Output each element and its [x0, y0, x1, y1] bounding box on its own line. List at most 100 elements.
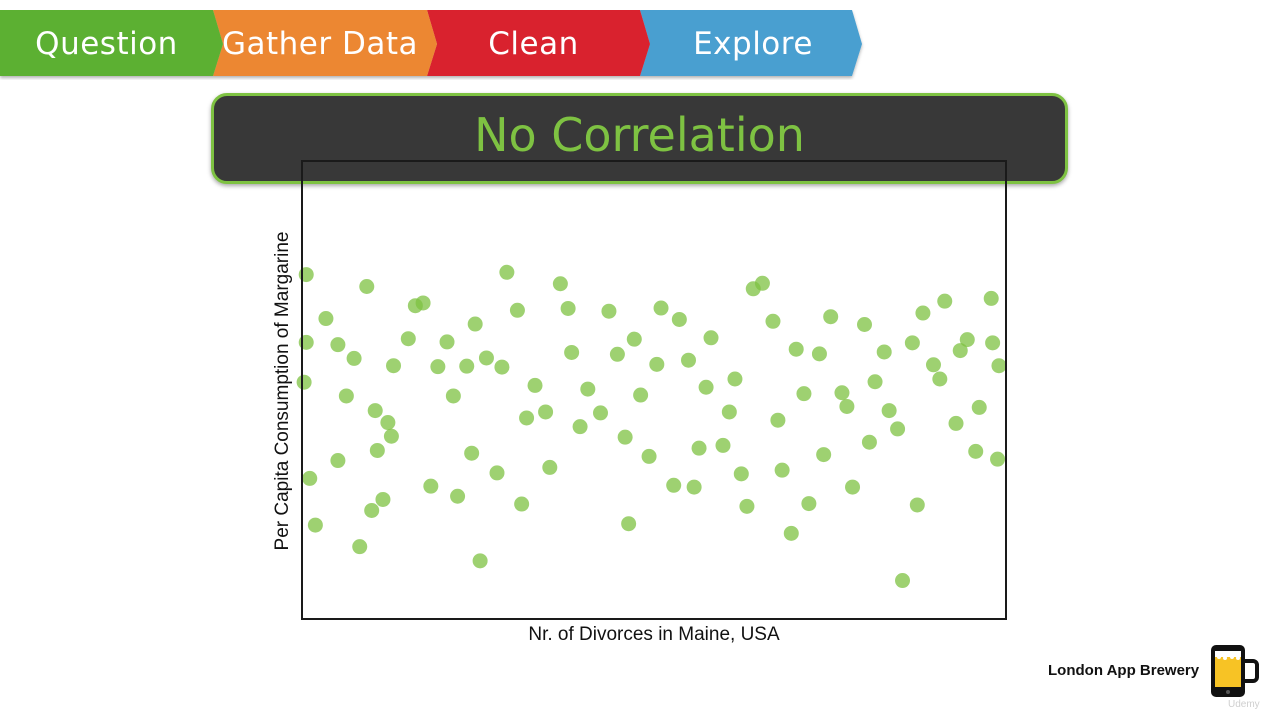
data-point-70 — [338, 388, 354, 404]
data-point-53 — [834, 385, 850, 401]
data-point-90 — [733, 466, 749, 482]
data-point-23 — [478, 350, 494, 366]
phone-beer-mug-icon — [1211, 645, 1259, 697]
data-point-75 — [445, 388, 461, 404]
udemy-watermark: Udemy — [1228, 699, 1260, 710]
data-point-81 — [572, 419, 588, 435]
brand-name: London App Brewery — [1048, 662, 1200, 679]
data-point-14 — [386, 358, 402, 374]
data-point-9 — [364, 502, 380, 518]
data-point-100 — [909, 497, 925, 513]
data-point-104 — [985, 335, 1001, 351]
data-point-44 — [727, 371, 743, 387]
data-point-20 — [459, 358, 475, 374]
data-point-76 — [464, 445, 480, 461]
data-point-91 — [745, 281, 761, 297]
data-point-52 — [823, 309, 839, 325]
data-point-4 — [307, 517, 323, 533]
data-point-79 — [538, 404, 554, 420]
data-point-6 — [330, 453, 346, 469]
data-point-11 — [369, 442, 385, 458]
data-point-99 — [890, 421, 906, 437]
data-point-24 — [489, 465, 505, 481]
step-question: Question — [35, 26, 178, 62]
data-point-13 — [380, 415, 396, 431]
step-explore: Explore — [693, 26, 813, 62]
data-point-32 — [580, 381, 596, 397]
data-point-88 — [698, 379, 714, 395]
data-point-27 — [519, 410, 535, 426]
data-point-56 — [867, 374, 883, 390]
data-point-101 — [932, 371, 948, 387]
data-point-7 — [346, 350, 362, 366]
step-clean: Clean — [488, 26, 579, 62]
data-point-19 — [450, 488, 466, 504]
data-point-42 — [703, 330, 719, 346]
data-point-61 — [925, 357, 941, 373]
data-point-71 — [359, 278, 375, 294]
data-point-3 — [302, 470, 318, 486]
data-point-77 — [494, 359, 510, 375]
data-point-97 — [861, 434, 877, 450]
data-point-38 — [653, 300, 669, 316]
data-point-89 — [721, 404, 737, 420]
data-point-55 — [856, 317, 872, 333]
data-point-72 — [383, 428, 399, 444]
points-layer — [296, 264, 1007, 589]
data-point-84 — [633, 387, 649, 403]
data-point-2 — [296, 374, 312, 390]
data-point-8 — [352, 539, 368, 555]
process-banner-shapes — [0, 10, 862, 76]
data-point-60 — [915, 305, 931, 321]
data-point-22 — [472, 553, 488, 569]
data-point-37 — [641, 448, 657, 464]
data-point-68 — [991, 358, 1007, 374]
data-point-59 — [904, 335, 920, 351]
data-point-35 — [621, 516, 637, 532]
title-box — [211, 93, 1068, 184]
data-point-18 — [439, 334, 455, 350]
data-point-86 — [671, 311, 687, 327]
data-point-15 — [400, 331, 416, 347]
data-point-50 — [801, 496, 817, 512]
data-point-93 — [783, 525, 799, 541]
data-point-65 — [971, 399, 987, 415]
data-point-21 — [467, 316, 483, 332]
data-point-83 — [617, 429, 633, 445]
data-point-103 — [968, 443, 984, 459]
data-point-74 — [423, 478, 439, 494]
data-point-47 — [765, 313, 781, 329]
step-shape-question — [0, 10, 223, 76]
x-axis-label: Nr. of Divorces in Maine, USA — [528, 624, 780, 645]
data-point-67 — [990, 451, 1006, 467]
data-point-12 — [375, 491, 391, 507]
data-point-40 — [680, 352, 696, 368]
data-point-87 — [686, 479, 702, 495]
step-shape-clean — [427, 10, 650, 76]
data-point-1 — [298, 334, 314, 350]
data-point-58 — [895, 573, 911, 589]
data-point-49 — [788, 341, 804, 357]
data-point-26 — [509, 302, 525, 318]
data-point-41 — [691, 440, 707, 456]
data-point-69 — [318, 311, 334, 327]
data-point-64 — [959, 332, 975, 348]
data-point-31 — [564, 344, 580, 360]
data-point-51 — [811, 346, 827, 362]
data-point-43 — [715, 437, 731, 453]
data-point-63 — [948, 415, 964, 431]
data-point-17 — [430, 359, 446, 375]
data-point-36 — [626, 331, 642, 347]
data-point-80 — [560, 300, 576, 316]
data-point-92 — [770, 412, 786, 428]
data-point-54 — [845, 479, 861, 495]
data-point-34 — [609, 346, 625, 362]
data-point-82 — [601, 303, 617, 319]
step-shape-gather-data — [213, 10, 437, 76]
data-point-95 — [816, 447, 832, 463]
step-gather-data: Gather Data — [221, 26, 418, 62]
data-point-29 — [542, 459, 558, 475]
data-point-96 — [839, 398, 855, 414]
data-point-33 — [592, 405, 608, 421]
process-banner — [0, 10, 880, 78]
